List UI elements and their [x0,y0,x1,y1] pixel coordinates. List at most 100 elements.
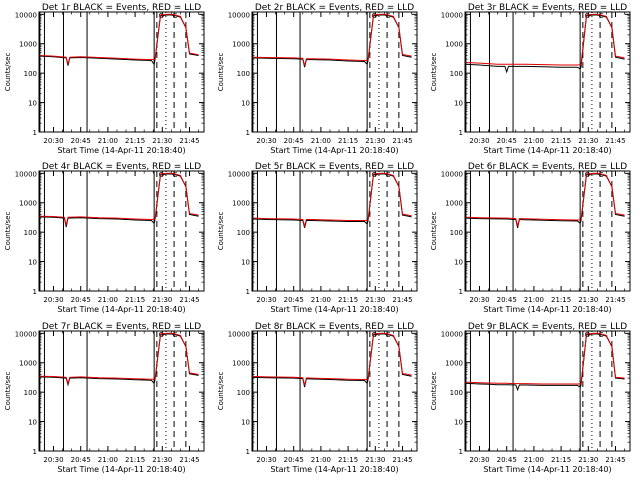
plot-frame [38,11,205,133]
x-tick-label: 21:30 [152,456,172,464]
y-tick-label: 1 [459,448,463,456]
y-tick-label: 10000 [15,170,37,178]
y-tick-label: 1000 [232,41,250,49]
x-tick-label: 21:15 [338,296,358,304]
x-tick-label: 20:45 [71,296,91,304]
x-tick-label: 21:15 [551,137,571,145]
series-line-lld [465,332,625,385]
y-tick-label: 10 [454,100,463,108]
x-tick-label: 21:15 [338,137,358,145]
x-tick-label: 21:15 [551,456,571,464]
y-tick-label: 1 [459,288,463,296]
y-axis-label: Counts/sec [4,372,12,411]
x-tick-label: 21:45 [605,137,625,145]
y-tick-label: 100 [237,389,250,397]
x-tick-label: 20:45 [497,137,517,145]
series-line-events [465,14,625,74]
y-tick-label: 10 [241,100,250,108]
y-tick-label: 10000 [15,11,37,19]
y-tick-label: 10 [28,419,37,427]
y-axis-label: Counts/sec [217,212,225,251]
y-tick-label: 1 [33,448,37,456]
chart-title: Det 7r BLACK = Events, RED = LLD [42,322,201,332]
x-tick-label: 21:30 [152,137,172,145]
y-tick-label: 10 [241,259,250,267]
chart-panel-6: Det 6r BLACK = Events, RED = LLD Counts/s… [430,162,631,314]
chart-panel-5: Det 5r BLACK = Events, RED = LLD Counts/s… [217,162,418,314]
x-tick-label: 21:30 [365,456,385,464]
x-tick-label: 21:30 [578,456,598,464]
x-tick-label: 21:45 [392,296,412,304]
y-tick-label: 1000 [232,360,250,368]
x-axis-label: Start Time (14-Apr-11 20:18:40) [270,305,398,314]
y-tick-label: 100 [24,229,37,237]
x-tick-label: 21:00 [311,296,331,304]
y-axis-label: Counts/sec [430,212,438,251]
plot-frame [464,170,631,292]
y-tick-label: 1000 [19,41,37,49]
y-tick-label: 100 [450,389,463,397]
y-tick-label: 1000 [19,360,37,368]
x-tick-label: 21:00 [98,456,118,464]
series-line-lld [39,13,199,65]
y-tick-label: 10 [454,419,463,427]
y-axis-label: Counts/sec [4,53,12,92]
x-axis-label: Start Time (14-Apr-11 20:18:40) [57,146,185,155]
y-axis-label: Counts/sec [4,212,12,251]
series-line-lld [39,332,199,386]
plot-frame [464,330,631,452]
y-tick-label: 100 [24,70,37,78]
y-tick-label: 100 [450,229,463,237]
x-axis-label: Start Time (14-Apr-11 20:18:40) [270,146,398,155]
x-tick-label: 20:30 [469,137,489,145]
x-tick-label: 20:45 [284,296,304,304]
y-tick-label: 1000 [232,200,250,208]
chart-title: Det 5r BLACK = Events, RED = LLD [255,162,414,172]
x-tick-label: 20:30 [256,296,276,304]
x-tick-label: 21:30 [152,296,172,304]
x-tick-label: 20:30 [469,456,489,464]
y-tick-label: 100 [450,70,463,78]
y-tick-label: 100 [24,389,37,397]
x-tick-label: 20:30 [43,456,63,464]
y-tick-label: 10 [28,100,37,108]
x-tick-label: 21:45 [179,296,199,304]
y-tick-label: 100 [237,70,250,78]
y-tick-label: 10000 [441,330,463,338]
chart-panel-4: Det 4r BLACK = Events, RED = LLD Counts/s… [4,162,205,314]
chart-title: Det 1r BLACK = Events, RED = LLD [42,3,201,13]
y-tick-label: 100 [237,229,250,237]
chart-title: Det 8r BLACK = Events, RED = LLD [255,322,414,332]
x-tick-label: 21:45 [179,456,199,464]
series-line-lld [465,172,625,227]
y-tick-label: 1 [33,288,37,296]
x-tick-label: 21:30 [365,296,385,304]
x-tick-label: 21:00 [524,456,544,464]
plot-frame [251,11,418,133]
x-tick-label: 21:45 [392,456,412,464]
y-tick-label: 10000 [15,330,37,338]
plot-frame [251,170,418,292]
y-tick-label: 1000 [445,200,463,208]
x-axis-label: Start Time (14-Apr-11 20:18:40) [57,305,185,314]
x-axis-label: Start Time (14-Apr-11 20:18:40) [270,465,398,474]
x-tick-label: 20:45 [71,137,91,145]
y-tick-label: 1 [246,129,250,137]
x-tick-label: 20:45 [497,296,517,304]
x-axis-label: Start Time (14-Apr-11 20:18:40) [483,305,611,314]
y-tick-label: 10 [454,259,463,267]
x-tick-label: 20:45 [284,137,304,145]
x-tick-label: 20:45 [497,456,517,464]
series-line-lld [252,172,412,229]
y-tick-label: 10000 [228,11,250,19]
y-tick-label: 1 [246,448,250,456]
x-tick-label: 21:15 [125,296,145,304]
y-tick-label: 10 [28,259,37,267]
x-axis-label: Start Time (14-Apr-11 20:18:40) [57,465,185,474]
x-tick-label: 20:45 [284,456,304,464]
y-tick-label: 1000 [445,41,463,49]
x-tick-label: 21:15 [125,456,145,464]
x-tick-label: 21:00 [311,137,331,145]
y-tick-label: 10 [241,419,250,427]
